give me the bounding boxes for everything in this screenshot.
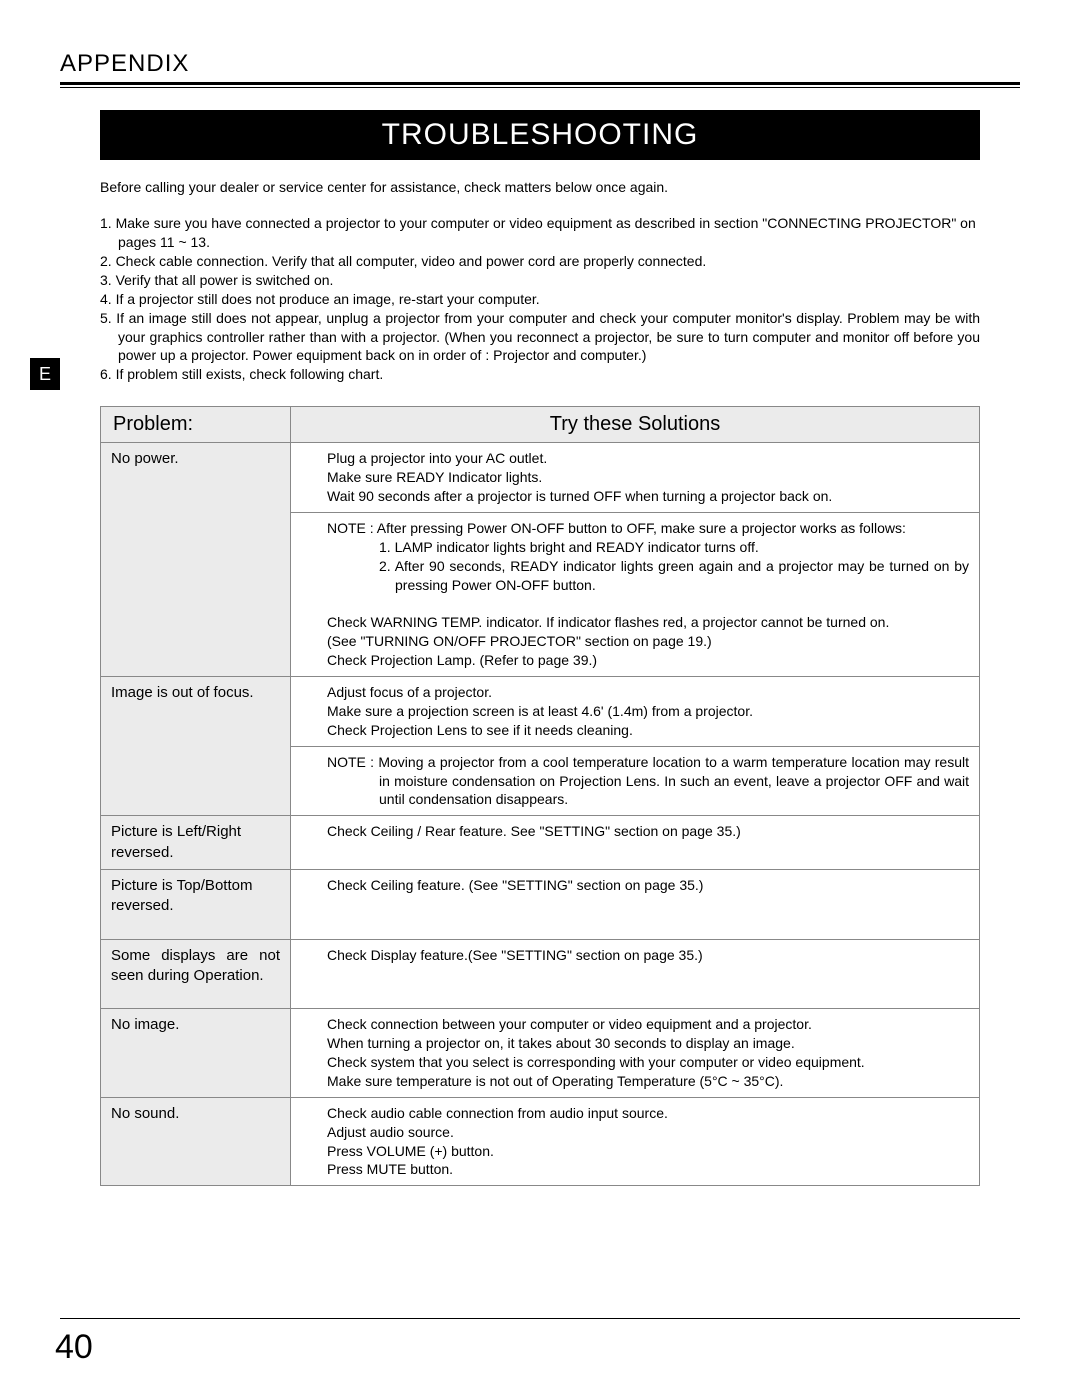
table-row: No power. Plug a projector into your AC … [101, 443, 980, 677]
troubleshooting-banner: TROUBLESHOOTING [100, 110, 980, 160]
solution-line: Make sure temperature is not out of Oper… [327, 1072, 969, 1091]
solution-line: Make sure READY Indicator lights. [327, 468, 969, 487]
solution-line: Adjust focus of a projector. [327, 683, 969, 702]
column-header-problem: Problem: [101, 407, 291, 443]
solution-cell: Check Display feature.(See "SETTING" sec… [291, 939, 980, 1009]
cell-divider [291, 512, 979, 513]
table-row: Picture is Left/Right reversed. Check Ce… [101, 816, 980, 870]
solution-line: Check connection between your computer o… [327, 1015, 969, 1034]
solution-line: Make sure a projection screen is at leas… [327, 702, 969, 721]
solution-line: Check audio cable connection from audio … [327, 1104, 969, 1123]
problem-cell: Some displays are not seen during Operat… [101, 939, 291, 1009]
table-row: Image is out of focus. Adjust focus of a… [101, 677, 980, 816]
problem-cell: Picture is Left/Right reversed. [101, 816, 291, 870]
intro-text: Before calling your dealer or service ce… [100, 178, 980, 196]
solution-cell: Check Ceiling feature. (See "SETTING" se… [291, 869, 980, 939]
solution-cell: Check connection between your computer o… [291, 1009, 980, 1098]
solution-cell: Check audio cable connection from audio … [291, 1097, 980, 1186]
footer-rule [60, 1318, 1020, 1319]
solution-line: Check system that you select is correspo… [327, 1053, 969, 1072]
solution-line: Press MUTE button. [327, 1160, 969, 1179]
solution-note: NOTE : After pressing Power ON-OFF butto… [327, 519, 969, 538]
cell-divider [291, 746, 979, 747]
troubleshooting-table: Problem: Try these Solutions No power. P… [100, 406, 980, 1186]
steps-list: 1. Make sure you have connected a projec… [100, 214, 980, 384]
solution-line: When turning a projector on, it takes ab… [327, 1034, 969, 1053]
table-row: Some displays are not seen during Operat… [101, 939, 980, 1009]
step-6: 6. If problem still exists, check follow… [100, 365, 980, 384]
step-2: 2. Check cable connection. Verify that a… [100, 252, 980, 271]
step-4: 4. If a projector still does not produce… [100, 290, 980, 309]
step-3: 3. Verify that all power is switched on. [100, 271, 980, 290]
troubleshooting-table-wrapper: Problem: Try these Solutions No power. P… [100, 406, 980, 1186]
problem-cell: No sound. [101, 1097, 291, 1186]
table-row: No sound. Check audio cable connection f… [101, 1097, 980, 1186]
solution-note-item: 2. After 90 seconds, READY indicator lig… [327, 557, 969, 595]
solution-cell: Adjust focus of a projector. Make sure a… [291, 677, 980, 816]
solution-note-item: 1. LAMP indicator lights bright and READ… [327, 538, 969, 557]
solution-line: Plug a projector into your AC outlet. [327, 449, 969, 468]
problem-cell: Picture is Top/Bottom reversed. [101, 869, 291, 939]
problem-cell: No power. [101, 443, 291, 677]
solution-cell: Check Ceiling / Rear feature. See "SETTI… [291, 816, 980, 870]
problem-cell: Image is out of focus. [101, 677, 291, 816]
solution-line: Check Projection Lens to see if it needs… [327, 721, 969, 740]
solution-line: Check Ceiling feature. (See "SETTING" se… [327, 876, 969, 895]
side-tab: E [30, 358, 60, 390]
solution-line: Check Ceiling / Rear feature. See "SETTI… [327, 822, 969, 841]
solution-line: Press VOLUME (+) button. [327, 1142, 969, 1161]
column-header-solutions: Try these Solutions [291, 407, 980, 443]
step-5: 5. If an image still does not appear, un… [100, 309, 980, 366]
solution-line: Check WARNING TEMP. indicator. If indica… [327, 613, 969, 632]
solution-line: Check Display feature.(See "SETTING" sec… [327, 946, 969, 965]
solution-line: Wait 90 seconds after a projector is tur… [327, 487, 969, 506]
solution-line: (See "TURNING ON/OFF PROJECTOR" section … [327, 632, 969, 651]
page-number: 40 [55, 1328, 93, 1367]
table-row: No image. Check connection between your … [101, 1009, 980, 1098]
appendix-title: APPENDIX [60, 50, 1020, 82]
table-row: Picture is Top/Bottom reversed. Check Ce… [101, 869, 980, 939]
problem-cell: No image. [101, 1009, 291, 1098]
solution-line: Adjust audio source. [327, 1123, 969, 1142]
solution-line: Check Projection Lamp. (Refer to page 39… [327, 651, 969, 670]
header-rule [60, 82, 1020, 90]
solution-cell: Plug a projector into your AC outlet. Ma… [291, 443, 980, 677]
step-1: 1. Make sure you have connected a projec… [100, 214, 980, 252]
solution-note: NOTE : Moving a projector from a cool te… [327, 753, 969, 810]
